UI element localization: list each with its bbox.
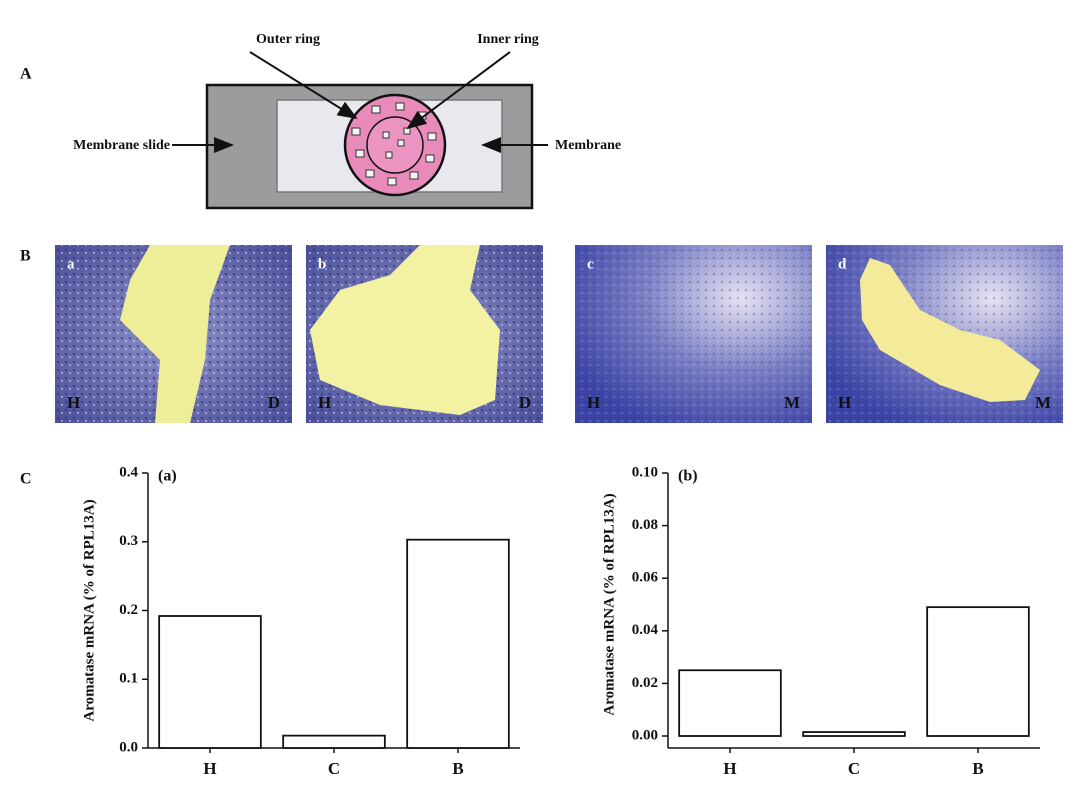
x-tick-label: H [203, 759, 216, 778]
y-tick-label: 0.08 [632, 517, 658, 533]
bar [678, 669, 782, 737]
micrograph-side: D [268, 393, 280, 412]
y-tick-label: 0.3 [119, 533, 138, 549]
micrograph-side: M [1035, 393, 1051, 412]
diagram-label: Outer ring [256, 32, 320, 47]
diagram: Outer ring Inner ring Membrane slide Mem… [73, 32, 621, 210]
x-tick-label: C [328, 759, 340, 778]
y-tick-label: 0.02 [632, 675, 658, 691]
y-axis-label: Aromatase mRNA (% of RPL13A) [81, 499, 97, 721]
chart-title: (a) [158, 468, 177, 485]
micrograph-side: H [318, 393, 331, 412]
micrograph-side: D [519, 393, 531, 412]
micrograph-labels: a H Db H Dc H Md H M [67, 256, 1051, 411]
y-tick-label: 0.04 [632, 622, 659, 638]
bar [926, 606, 1030, 737]
micrograph-label: a [67, 256, 75, 272]
micrograph-side: M [784, 393, 800, 412]
panel-label: A [20, 66, 32, 83]
micrograph-label: d [838, 256, 847, 272]
charts: 0.0 0.1 0.2 0.3 0.4 (a) Aromatase mRNA (% of R… [81, 464, 1040, 778]
panel-label: B [20, 248, 31, 265]
diagram-label: Membrane [555, 138, 621, 153]
micrograph-side: H [67, 393, 80, 412]
micrograph-side: H [838, 393, 851, 412]
bar [406, 538, 510, 749]
micrograph-label: b [318, 256, 326, 272]
y-tick-label: 0.4 [119, 464, 138, 480]
micrographs [55, 245, 1063, 423]
y-tick-label: 0.10 [632, 464, 658, 480]
diagram-label: Membrane slide [73, 138, 170, 153]
y-tick-label: 0.0 [119, 739, 138, 755]
y-tick-label: 0.00 [632, 727, 658, 743]
x-tick-label: B [972, 759, 983, 778]
y-axis-label: Aromatase mRNA (% of RPL13A) [601, 493, 617, 715]
x-tick-label: H [723, 759, 736, 778]
bar [158, 615, 262, 749]
x-tick-label: C [848, 759, 860, 778]
panel-label: C [20, 471, 32, 488]
chart-title: (b) [678, 468, 698, 485]
y-tick-label: 0.06 [632, 570, 659, 586]
micrograph-side: H [587, 393, 600, 412]
bar [282, 734, 386, 749]
y-tick-label: 0.2 [119, 602, 138, 618]
bar [802, 731, 906, 737]
y-tick-label: 0.1 [119, 671, 138, 687]
x-tick-label: B [452, 759, 463, 778]
micrograph-label: c [587, 256, 594, 272]
diagram-label: Inner ring [477, 32, 539, 47]
